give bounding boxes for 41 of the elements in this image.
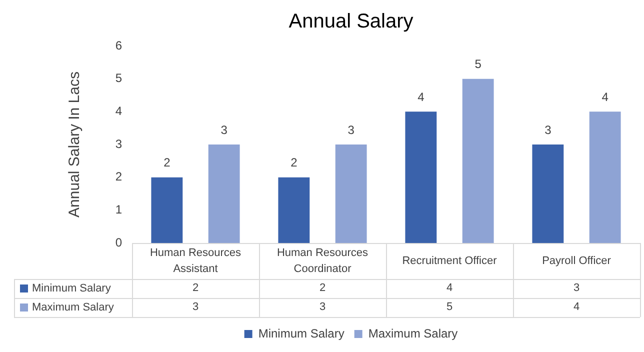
bar bbox=[532, 144, 564, 243]
y-axis-title: Annual Salary In Lacs bbox=[66, 72, 84, 218]
legend-label: Minimum Salary bbox=[32, 282, 112, 295]
data-label: 2 bbox=[290, 156, 298, 170]
x-tick-label: Human Resources Coordinator bbox=[276, 247, 369, 276]
text: 2 bbox=[318, 281, 327, 296]
bar bbox=[335, 144, 367, 243]
bar bbox=[589, 112, 621, 243]
data-label: 4 bbox=[602, 90, 609, 104]
legend-label: Maximum Salary bbox=[368, 326, 458, 340]
chart-title: Annual Salary bbox=[288, 10, 414, 33]
x-tick-label: Payroll Officer bbox=[542, 255, 612, 268]
data-label: 3 bbox=[220, 122, 228, 137]
text: Maximum Salary bbox=[32, 302, 114, 314]
bar bbox=[462, 78, 494, 243]
text: Minimum Salary bbox=[258, 326, 344, 340]
text: 3 bbox=[318, 300, 327, 315]
data-label: 2 bbox=[164, 156, 171, 170]
data-label: 3 bbox=[348, 122, 355, 137]
data-label: 4 bbox=[418, 90, 425, 104]
bar bbox=[151, 177, 183, 243]
y-tick-label: 6 bbox=[115, 38, 122, 52]
text: 3 bbox=[191, 300, 200, 315]
y-tick-label: 3 bbox=[115, 136, 122, 151]
y-tick-label: 1 bbox=[115, 202, 122, 216]
text: 5 bbox=[445, 300, 454, 315]
y-tick-label: 4 bbox=[115, 104, 122, 118]
bar bbox=[405, 112, 437, 243]
bar bbox=[208, 144, 240, 243]
y-tick-label: 2 bbox=[115, 170, 122, 184]
text: 2 bbox=[191, 281, 200, 296]
text: 3 bbox=[572, 281, 581, 296]
data-label: 3 bbox=[544, 122, 552, 137]
data-label: 5 bbox=[474, 57, 482, 72]
text: 4 bbox=[445, 281, 454, 296]
x-tick-label: Recruitment Officer bbox=[402, 255, 498, 268]
y-tick-label: 0 bbox=[115, 235, 122, 250]
text: 4 bbox=[572, 300, 581, 315]
y-tick-label: 5 bbox=[115, 71, 122, 86]
x-tick-label: Human Resources Assistant bbox=[150, 247, 242, 276]
bar bbox=[278, 177, 310, 243]
